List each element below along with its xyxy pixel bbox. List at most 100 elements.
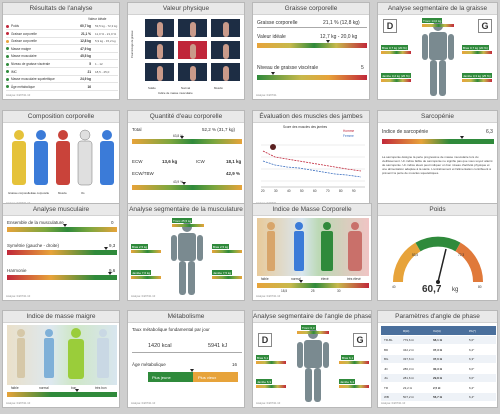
panel-title: Analyse segmentaire de l'angle de phase [253,311,371,323]
legend-muscle: Muscle [58,191,67,195]
panel-title: Composition corporelle [3,111,119,123]
result-name: Niveau de graisse viscérale [11,62,50,66]
lean-cat-very-good: très bon [95,386,107,390]
panel-title: Graisse corporelle [253,3,369,15]
metabolic-age-label: Âge métabolique [132,362,166,367]
right-leg-muscle-label: Jambe 7,6 kg [131,270,152,275]
table-row [381,354,496,363]
bmi-marker [299,280,303,283]
footer-note: Analyse: 04/07/11 10 [6,94,31,97]
ideal-value-label: Valeur idéale [257,34,286,40]
harmony-value: 9,6 [109,268,116,273]
table-cell: 6,2° [469,347,475,352]
bmi-cat-high: élevé [321,277,329,281]
table-row [381,335,496,344]
x-tick: 30 [274,189,278,193]
table-row [381,383,496,392]
table-cell: 68,1 Ω [433,338,443,342]
symmetry-bar [7,250,117,255]
table-cell: 507,2 Ω [403,395,414,399]
result-row: Poids 60,7 kg 53,5 kg - 72,3 kg [6,23,118,30]
body-fat-marker [326,40,330,43]
footer-note: Analyse: 04/07/11 10 [256,402,281,405]
body-type-figure [223,44,229,59]
result-row: Niveau de graisse viscérale 5 1 - 12 [6,61,118,68]
bmi-tick: 18,5 [281,289,288,293]
right-arm-muscle-label: Bras 2,5 kg [131,244,149,249]
lean-mass-bar [7,392,117,397]
panel-title: Évaluation des muscles des jambes [253,111,369,123]
panel-title: Sarcopénie [378,111,497,123]
panel-title: Paramètres d'angle de phase [378,311,497,323]
panel-title: Poids [378,204,497,216]
legend-male: Homme [343,129,355,133]
older-label: Plus vieux [198,375,217,380]
result-ideal-range: 11,0 % - 21,0 % [95,31,117,36]
gauge-low: 53,5 [412,253,419,257]
chart-subtitle: Score des muscles des jambes [283,125,328,129]
table-cell: R(Ω) [403,328,410,333]
panel-title: Indice de Masse Corporelle [253,204,371,216]
right-arm-fat-label: Bras 0,7 kg (20 %) [381,45,408,50]
panel-title: Indice de masse maigre [3,311,119,323]
lean-mass-marker [75,389,79,392]
bmi-tick: 30 [337,289,341,293]
legend-water: Eau corporelle [31,191,50,195]
footer-note: Analyse: 04/07/11 10 [131,402,156,405]
panel-segmental-phase-angle: Analyse segmentaire de l'angle de phase … [252,310,372,408]
status-dot [6,47,9,51]
symmetry-value: 9,3 [109,243,116,248]
status-dot [6,77,9,81]
footer-note: Analyse: 04/07/11 10 [256,295,281,298]
status-dot [6,62,9,66]
panel-phase-angle-params: Paramètres d'angle de phase R(Ω) Xc(Ω) PA(… [377,310,498,408]
panel-weight: Poids 53,5 72,3 40 80 60,7 kg [377,203,498,301]
physique-cell [144,40,175,60]
table-cell: BD [384,347,389,352]
x-axis-label: Indice de masse musculaire [158,91,193,95]
total-water-value: 52,2 % (31,7 kg) [202,127,236,132]
panel-lean-mass-index: Indice de masse maigre faible normal bon… [2,310,120,408]
sarcopenia-description: La sarcopénie désigne la perte progressi… [382,155,493,175]
bmi-cat-low: faible [261,277,269,281]
ecw-tbw-label: ECW/TBW [132,171,154,176]
table-cell: 6,0° [469,366,475,371]
weight-value: 60,7 [422,284,442,295]
ecw-label: ECW [132,159,143,164]
physique-cell [177,62,208,82]
harmony-bar [7,275,117,280]
bmi-bar [257,283,369,288]
right-side-badge: D [258,333,272,347]
result-value: 16 [87,84,91,89]
panel-body-fat: Graisse corporelle Graisse corporelle 21… [252,2,370,100]
x-tick: 20 [261,189,265,193]
sarcopenia-bar [382,139,494,144]
younger-label: Plus jeune [152,375,171,380]
harmony-label: Harmonie [7,268,27,273]
result-value: 47,9 kg [80,46,91,51]
result-name: IMC [11,69,17,74]
right-side-badge: D [383,19,397,33]
overall-muscle-value: 0 [111,220,114,225]
result-row: Masse musculaire squelettique 24,9 kg [6,76,118,84]
status-dot [6,24,9,28]
left-side-badge: G [353,333,367,347]
metabolic-age-marker [190,369,194,372]
result-row: Graisse corporelle 21,1 % 11,0 % - 21,0 % [6,31,118,38]
x-tick: 60 [313,189,317,193]
body-figure [422,21,454,96]
result-ideal-range: 18,5 - 25,0 [95,69,110,74]
table-cell: 6,2° [469,385,475,390]
table-cell: BG [384,357,389,361]
lean-cat-good: bon [71,386,77,390]
trunk-phase-label: Tronc 6,3 [301,325,316,330]
bmi-tick: 25 [311,289,315,293]
gauge-min: 40 [392,285,396,289]
body-fat-bar [257,43,367,48]
footer-note: Analyse: 04/07/11 10 [6,295,31,298]
result-row: Graisse corporelle 12,8 kg 5,9 kg - 15,2 k… [6,38,118,46]
x-tick: 80 [339,189,343,193]
footer-note: Analyse: 04/07/11 10 [6,402,31,405]
body-fat-value: 21,1 % (12,8 kg) [323,20,360,26]
metabolic-age-value: 16 [232,362,238,367]
